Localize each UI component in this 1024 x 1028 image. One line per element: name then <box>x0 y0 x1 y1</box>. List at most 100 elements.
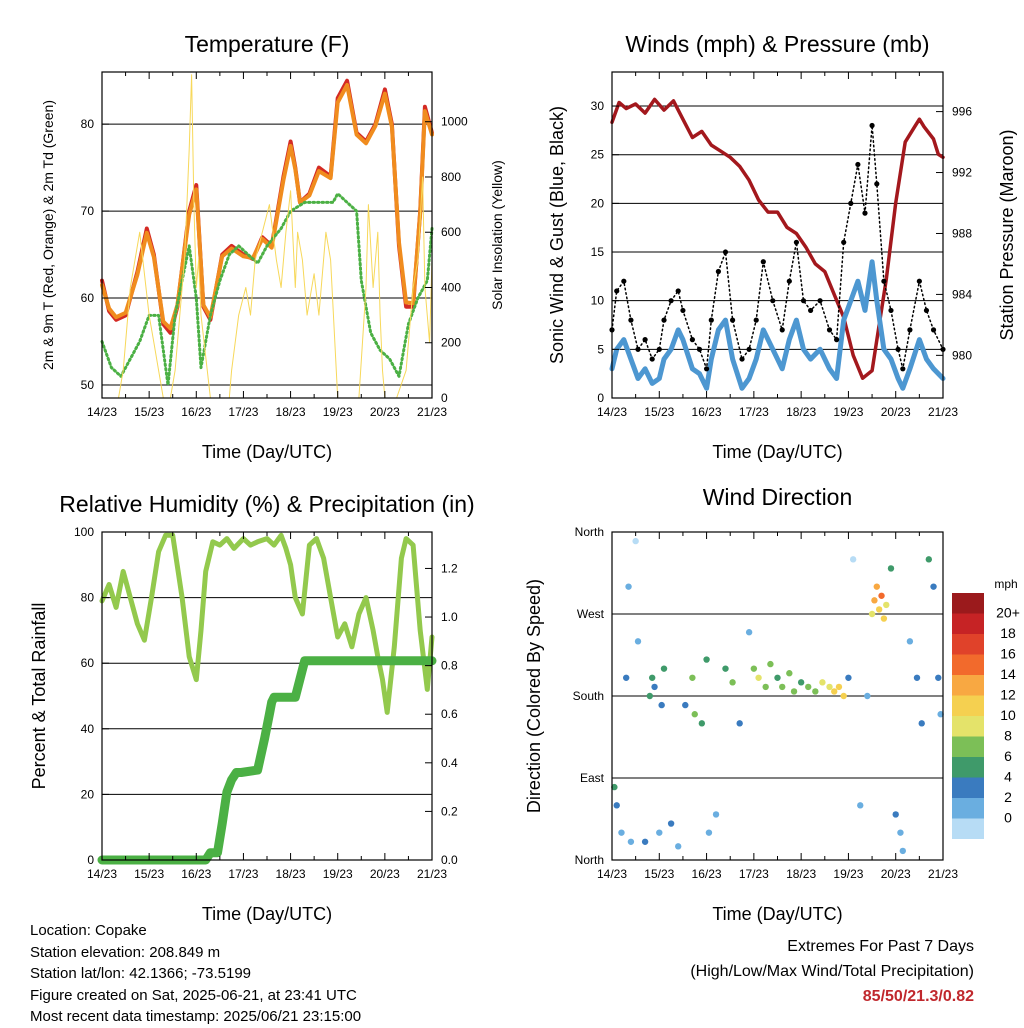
y-tick-label: 25 <box>591 148 605 162</box>
gust-point <box>817 298 823 304</box>
direction-point <box>641 838 649 845</box>
y2-tick-label: 0.0 <box>441 853 458 867</box>
y-tick-label: 15 <box>591 245 605 259</box>
y2-tick-label: 992 <box>952 166 972 180</box>
gust-point <box>708 317 714 323</box>
gust-point <box>923 307 930 314</box>
gust-point <box>862 210 868 216</box>
gust-point <box>729 317 736 323</box>
direction-point <box>660 665 668 672</box>
x-tick-label: 17/23 <box>228 867 258 881</box>
y2-tick-label: 200 <box>441 336 461 350</box>
colorbar-swatch <box>952 613 984 634</box>
y-tick-label: 60 <box>81 291 95 305</box>
direction-point <box>698 720 706 727</box>
direction-point <box>918 720 925 727</box>
direction-point <box>892 811 899 818</box>
gust-point <box>703 366 710 372</box>
chart-panel-3: 14/23 15/23 16/23 17/23 18/23 19/23 20/23 21/23… <box>29 491 475 924</box>
x-tick-label: 16/23 <box>181 867 211 881</box>
series-line-2m-td <box>100 192 434 387</box>
extremes-box: Extremes For Past 7 Days (High/Low/Max W… <box>690 934 974 1009</box>
gust-point <box>907 327 913 333</box>
direction-point <box>864 692 871 700</box>
direction-point <box>656 829 663 836</box>
y-tick-label: 70 <box>81 204 95 218</box>
direction-point <box>786 670 793 677</box>
y-axis-label: 2m & 9m T (Red, Orange) & 2m Td (Green) <box>40 100 56 370</box>
colorbar-label: 4 <box>1004 769 1012 785</box>
direction-point <box>648 674 656 681</box>
x-tick-label: 17/23 <box>228 405 258 419</box>
x-axis-label: Time (Day/UTC) <box>712 904 842 924</box>
gust-point <box>826 327 833 333</box>
gust-point <box>786 278 792 284</box>
gust-point <box>621 278 627 284</box>
gust-point <box>874 181 880 187</box>
direction-point <box>634 638 642 645</box>
direction-point <box>906 638 914 645</box>
y2-axis-label: Solar Insolation (Yellow) <box>489 160 505 310</box>
x-tick-label: 18/23 <box>786 405 816 419</box>
chart-title: Wind Direction <box>703 484 853 510</box>
colorbar-label: 6 <box>1004 748 1012 764</box>
y-tick-label: 50 <box>81 378 95 392</box>
x-tick-label: 16/23 <box>692 405 722 419</box>
gust-point <box>793 239 800 245</box>
chart-title: Temperature (F) <box>185 31 350 57</box>
series-line-solar-insolation <box>101 74 433 399</box>
y2-tick-label: 600 <box>441 225 461 239</box>
gust-point <box>930 327 937 333</box>
direction-point <box>622 674 630 681</box>
x-tick-label: 14/23 <box>597 867 627 881</box>
chart-panel-4: 14/23 15/23 16/23 17/23 18/23 19/23 20/23 21/23… <box>524 484 1020 924</box>
direction-point <box>873 583 880 590</box>
direction-point <box>625 583 632 590</box>
location-text: Location: Copake <box>30 922 147 939</box>
y-tick-label: 10 <box>591 294 605 308</box>
direction-point <box>819 679 826 686</box>
colorbar-swatch <box>952 695 984 716</box>
x-tick-label: 14/23 <box>87 405 117 419</box>
direction-point <box>632 537 639 545</box>
gust-point <box>881 278 887 284</box>
chart-title: Winds (mph) & Pressure (mb) <box>625 31 929 57</box>
direction-point <box>705 829 713 836</box>
y-tick-label: South <box>573 689 604 703</box>
gust-point <box>614 288 620 294</box>
colorbar-swatch <box>952 634 984 655</box>
colorbar-label: 14 <box>1000 666 1016 682</box>
y-axis-label: Sonic Wind & Gust (Blue, Black) <box>547 106 567 364</box>
y2-tick-label: 1.2 <box>441 561 458 575</box>
gust-point <box>722 249 729 255</box>
colorbar-label: 0 <box>1004 810 1012 826</box>
extremes-title: Extremes For Past 7 Days <box>787 938 974 955</box>
direction-point <box>875 606 883 613</box>
direction-point <box>627 838 635 845</box>
direction-point <box>831 688 838 695</box>
gust-point <box>760 259 766 265</box>
y2-tick-label: 988 <box>952 226 972 240</box>
x-tick-label: 20/23 <box>370 867 400 881</box>
y-tick-label: East <box>580 771 605 785</box>
colorbar-swatch <box>952 593 984 614</box>
direction-point <box>667 820 675 827</box>
colorbar-swatch <box>952 716 984 737</box>
direction-point <box>897 829 904 836</box>
x-tick-label: 16/23 <box>181 405 211 419</box>
y2-tick-label: 0.4 <box>441 756 458 770</box>
elevation-text: Station elevation: 208.849 m <box>30 943 221 961</box>
gust-point <box>900 366 906 372</box>
series-line-station-pressure <box>610 97 945 380</box>
latlon-text: Station lat/lon: 42.1366; -73.5199 <box>30 965 252 982</box>
direction-point <box>689 674 696 681</box>
colorbar-swatch <box>952 675 984 696</box>
plot-frame <box>101 71 433 399</box>
chart-panel-1: 14/23 15/23 16/23 17/23 18/23 19/23 20/23 21/23… <box>40 31 505 462</box>
y2-tick-label: 800 <box>441 170 461 184</box>
y-tick-label: 60 <box>81 656 95 670</box>
x-tick-label: 19/23 <box>323 867 353 881</box>
gust-point <box>649 356 655 362</box>
y-tick-label: 80 <box>81 591 95 605</box>
x-tick-label: 19/23 <box>833 867 863 881</box>
